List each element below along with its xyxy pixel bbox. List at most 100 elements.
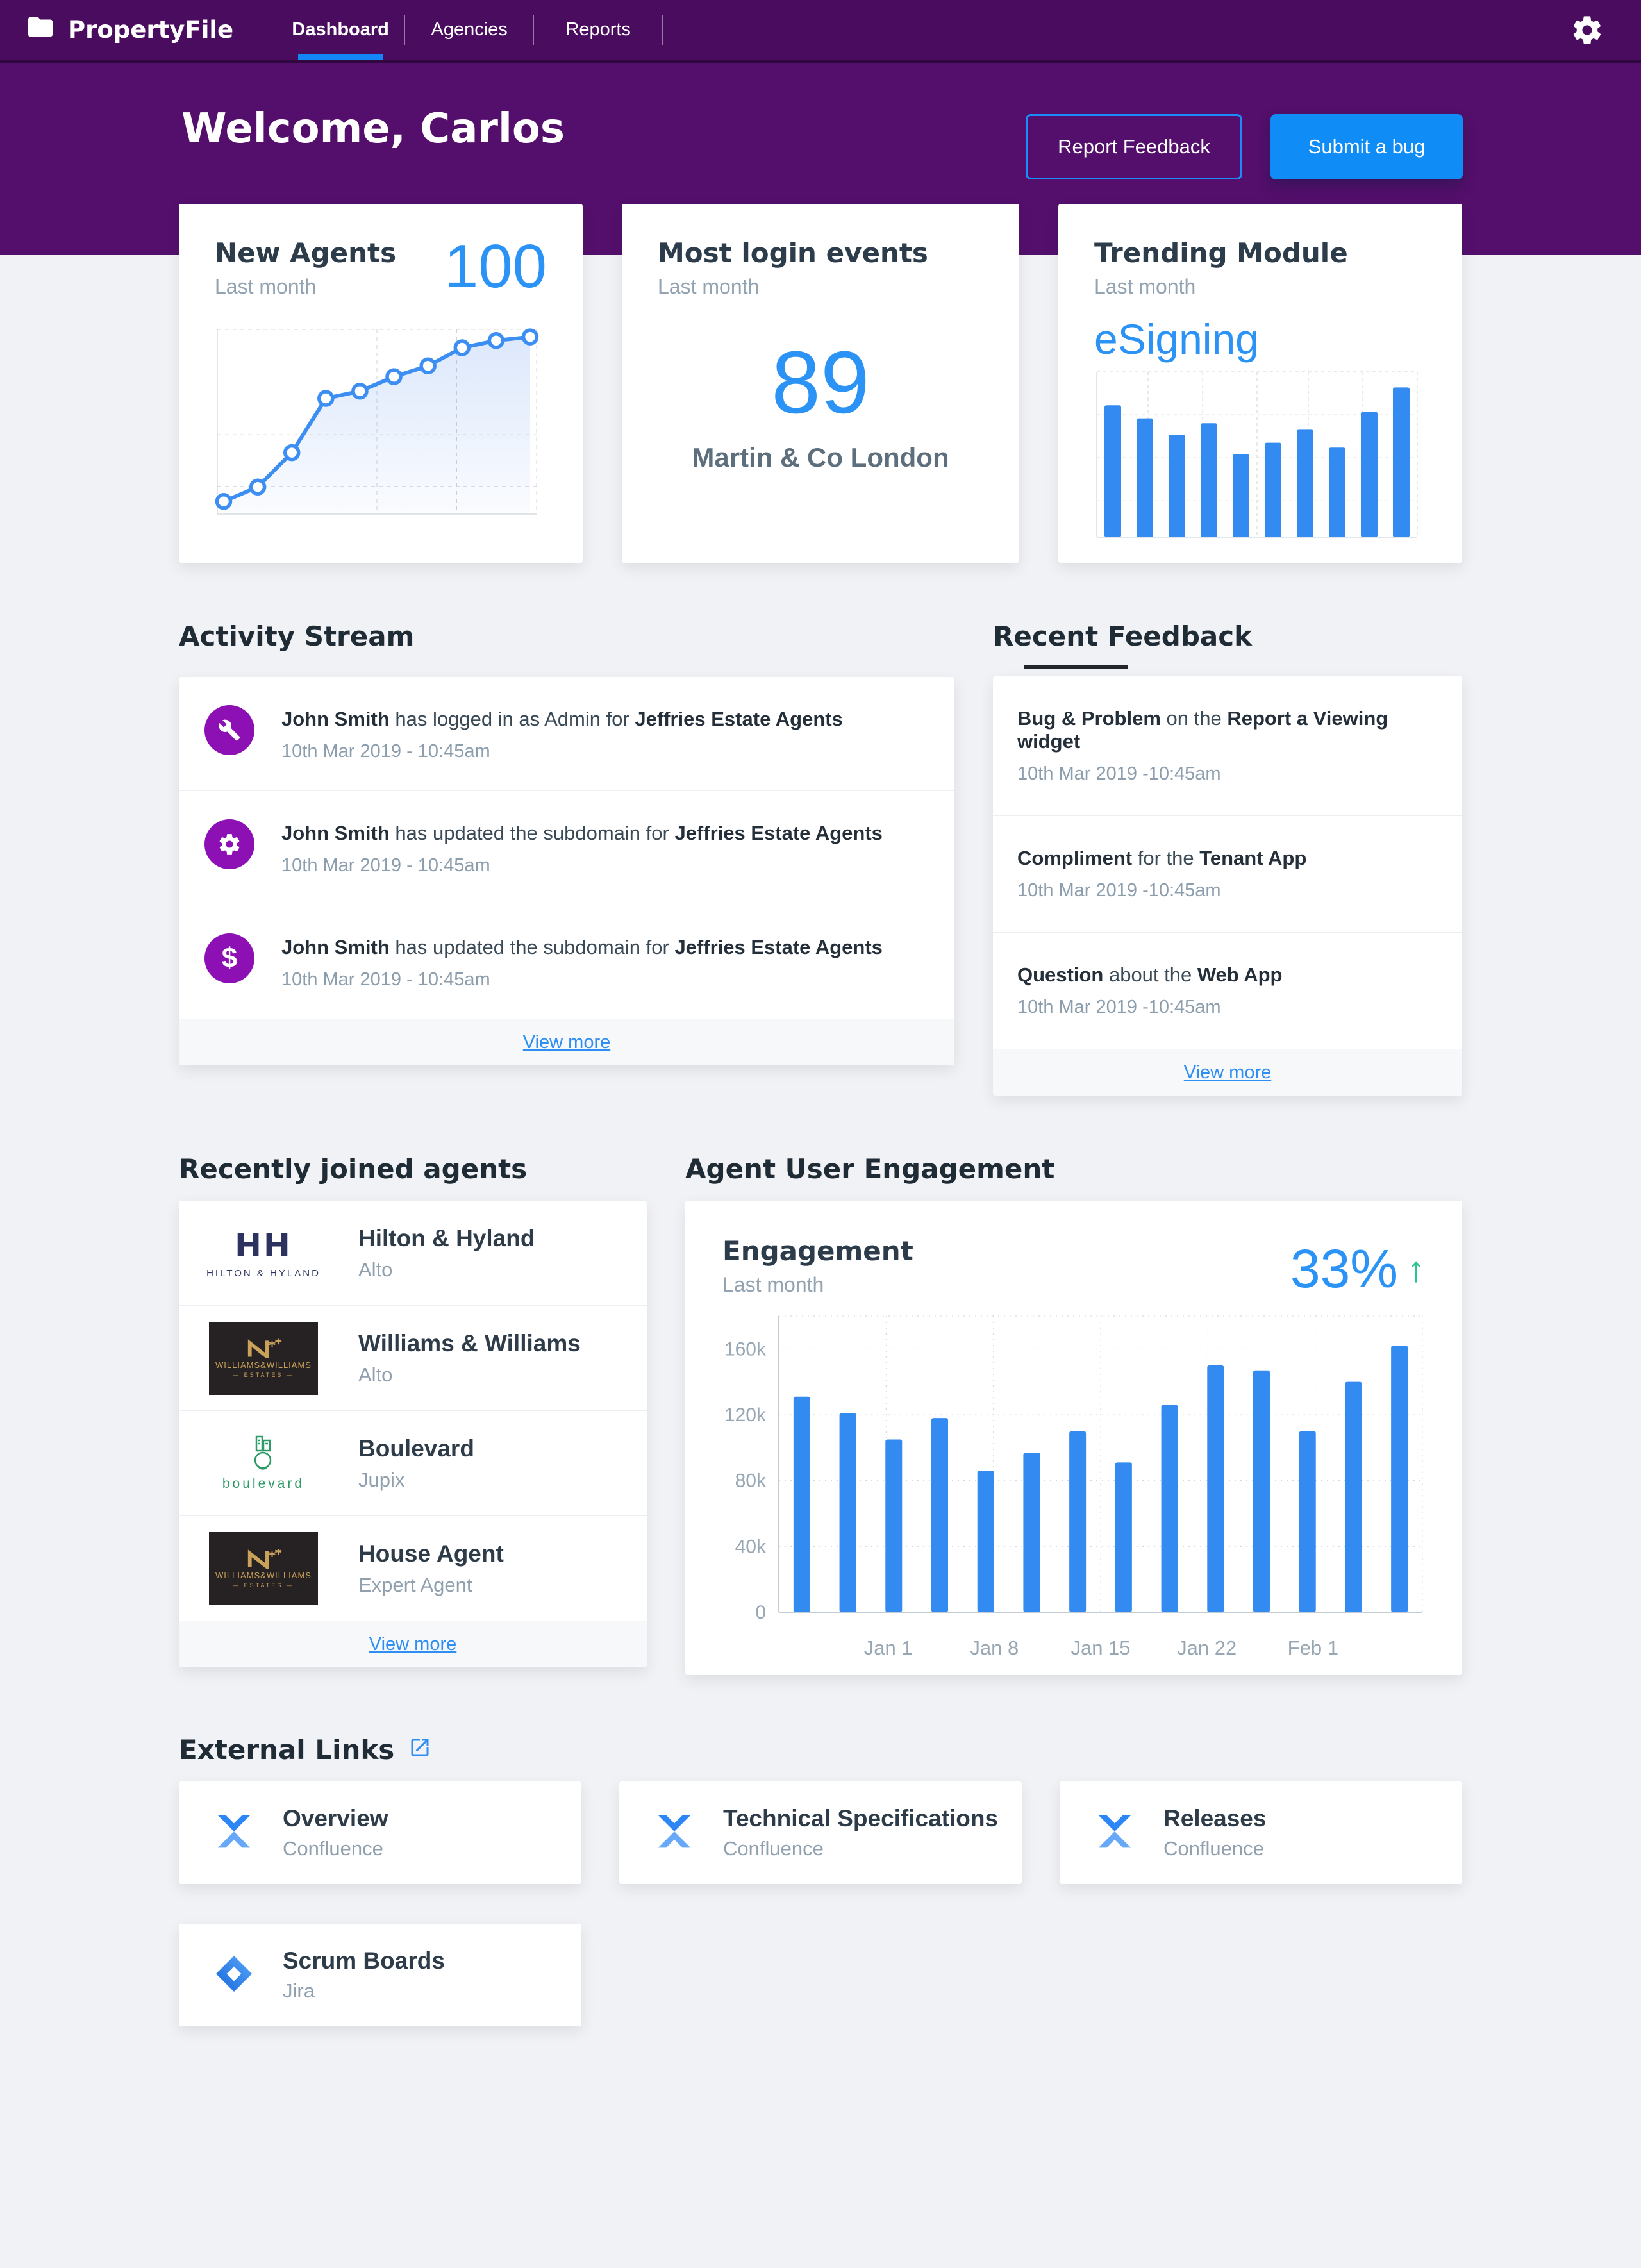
feedback-date: 10th Mar 2019 -10:45am <box>1017 880 1221 901</box>
card-subtitle: Last month <box>215 275 317 298</box>
activity-footer: View more <box>179 1019 954 1065</box>
report-feedback-button[interactable]: Report Feedback <box>1026 114 1242 179</box>
new-agents-value: 100 <box>444 232 547 301</box>
recent-feedback-section: Recent Feedback Bug & Problem on the Rep… <box>993 617 1462 1096</box>
external-link-icon <box>408 1734 431 1765</box>
nav-tabs: Dashboard Agencies Reports <box>276 0 663 60</box>
agents-footer: View more <box>179 1621 647 1667</box>
agent-platform: Expert Agent <box>358 1573 472 1596</box>
svg-text:120k: 120k <box>724 1405 767 1426</box>
link-name: Releases <box>1163 1805 1267 1831</box>
activity-item: $ John Smith has updated the subdomain fo… <box>179 905 954 1019</box>
agent-name: House Agent <box>358 1540 504 1567</box>
activity-item: John Smith has logged in as Admin for Je… <box>179 677 954 790</box>
tab-dashboard[interactable]: Dashboard <box>276 0 404 60</box>
stats-row: New Agents Last month 100 Most login eve… <box>179 204 1462 563</box>
activity-feedback-row: Activity Stream John Smith has logged in… <box>179 617 1462 1096</box>
brand: PropertyFile <box>26 0 233 60</box>
tab-divider <box>404 15 406 45</box>
trending-module-card: Trending Module Last month eSigning <box>1058 204 1462 563</box>
dollar-icon: $ <box>204 933 254 983</box>
tab-agencies[interactable]: Agencies <box>431 19 508 40</box>
svg-text:Jan 8: Jan 8 <box>970 1637 1019 1659</box>
feedback-heading: Recent Feedback <box>993 620 1253 652</box>
activity-date: 10th Mar 2019 - 10:45am <box>281 855 490 876</box>
activity-item: John Smith has updated the subdomain for… <box>179 790 954 905</box>
svg-text:Feb 1: Feb 1 <box>1288 1637 1338 1659</box>
svg-text:160k: 160k <box>724 1338 767 1360</box>
tab-divider <box>662 15 663 45</box>
engagement-bar-chart: 160k 120k 80k 40k 0 Jan 1 Jan 8 Jan 15 Jan 22 Feb… <box>724 1315 1423 1659</box>
svg-text:Jan 1: Jan 1 <box>864 1637 913 1659</box>
external-link-card-releases[interactable]: Releases Confluence <box>1060 1781 1462 1884</box>
activity-date: 10th Mar 2019 - 10:45am <box>281 969 490 990</box>
tab-divider <box>533 15 535 45</box>
external-link-card-technical-specifications[interactable]: Technical Specifications Confluence <box>619 1781 1022 1884</box>
most-logins-agency: Martin & Co London <box>692 442 949 472</box>
williams-williams-logo: WILLIAMS&WILLIAMS — ESTATES — <box>208 1321 319 1395</box>
agent-name: Boulevard <box>358 1435 474 1462</box>
card-header: New Agents Last month 100 <box>215 232 547 301</box>
card-header: Engagement Last month 33% ↑ <box>722 1235 1425 1297</box>
activity-stream-section: Activity Stream John Smith has logged in… <box>179 617 954 1096</box>
boulevard-logo: boulevard <box>208 1435 319 1492</box>
house-agent-logo: WILLIAMS&WILLIAMS — ESTATES — <box>208 1531 319 1605</box>
settings-gear-icon[interactable] <box>1570 0 1615 60</box>
confluence-logo-icon <box>213 1811 254 1855</box>
agent-platform: Jupix <box>358 1468 405 1491</box>
tab-reports[interactable]: Reports <box>565 19 631 40</box>
hero-actions: Report Feedback Submit a bug <box>1026 114 1463 255</box>
card-title: New Agents <box>215 237 397 269</box>
jira-logo-icon <box>213 1953 254 1997</box>
agents-card: HH HILTON & HYLAND Hilton & Hyland Alto WILL… <box>179 1201 647 1667</box>
agents-heading: Recently joined agents <box>179 1153 528 1185</box>
agent-row: boulevard Boulevard Jupix <box>179 1410 647 1515</box>
submit-bug-button[interactable]: Submit a bug <box>1270 114 1463 179</box>
svg-text:0: 0 <box>755 1602 766 1623</box>
link-source: Confluence <box>283 1837 383 1860</box>
card-header: Most login events Last month <box>658 237 983 299</box>
boulevard-logo-art: boulevard <box>222 1435 304 1492</box>
link-meta: Releases Confluence <box>1163 1805 1266 1860</box>
hilton-hyland-logo-art: HH HILTON & HYLAND <box>206 1227 321 1279</box>
activity-heading: Activity Stream <box>179 620 415 652</box>
top-nav: PropertyFile Dashboard Agencies Reports <box>0 0 1641 63</box>
svg-text:Jan 15: Jan 15 <box>1070 1637 1130 1659</box>
item-text-line: John Smith has logged in as Admin for Je… <box>281 708 843 730</box>
up-arrow-icon: ↑ <box>1407 1248 1425 1289</box>
link-name: Scrum Boards <box>283 1947 445 1974</box>
item-text-line: Bug & Problem on the Report a Viewing wi… <box>1017 707 1388 753</box>
link-source: Jira <box>283 1980 315 2002</box>
confluence-logo-icon <box>654 1811 695 1855</box>
feedback-heading-underline <box>1024 665 1128 669</box>
card-title: Trending Module <box>1094 237 1348 269</box>
link-meta: Scrum Boards Jira <box>283 1947 445 2003</box>
feedback-card: Bug & Problem on the Report a Viewing wi… <box>993 676 1462 1096</box>
feedback-view-more-link[interactable]: View more <box>1183 1062 1272 1083</box>
activity-text: John Smith has updated the subdomain for… <box>281 819 883 876</box>
link-meta: Overview Confluence <box>283 1805 388 1860</box>
item-text-line: John Smith has updated the subdomain for… <box>281 822 883 844</box>
williams-logo-art: WILLIAMS&WILLIAMS — ESTATES — <box>209 1531 318 1605</box>
agent-meta: Hilton & Hyland Alto <box>358 1225 535 1281</box>
trending-bar-chart <box>1096 371 1418 538</box>
agent-platform: Alto <box>358 1258 393 1281</box>
dashboard-page: PropertyFile Dashboard Agencies Reports We… <box>0 0 1641 2026</box>
most-logins-card: Most login events Last month 89 Martin &… <box>622 204 1019 563</box>
item-text-line: Question about the Web App <box>1017 963 1283 986</box>
activity-list: John Smith has logged in as Admin for Je… <box>179 677 954 1019</box>
agent-platform: Alto <box>358 1363 393 1386</box>
external-links-heading: External Links <box>179 1730 1462 1769</box>
most-logins-value: 89 <box>771 333 870 432</box>
card-title: Engagement <box>722 1235 913 1267</box>
folder-icon <box>26 12 55 47</box>
agents-view-more-link[interactable]: View more <box>369 1633 457 1655</box>
main-content: New Agents Last month 100 Most login eve… <box>179 204 1462 2026</box>
engagement-delta: 33% ↑ <box>1290 1242 1425 1296</box>
activity-card: John Smith has logged in as Admin for Je… <box>179 677 954 1065</box>
activity-view-more-link[interactable]: View more <box>522 1031 611 1053</box>
external-link-card-scrum-boards[interactable]: Scrum Boards Jira <box>179 1924 581 2026</box>
external-link-card-overview[interactable]: Overview Confluence <box>179 1781 581 1884</box>
feedback-date: 10th Mar 2019 -10:45am <box>1017 997 1221 1017</box>
feedback-date: 10th Mar 2019 -10:45am <box>1017 763 1221 784</box>
